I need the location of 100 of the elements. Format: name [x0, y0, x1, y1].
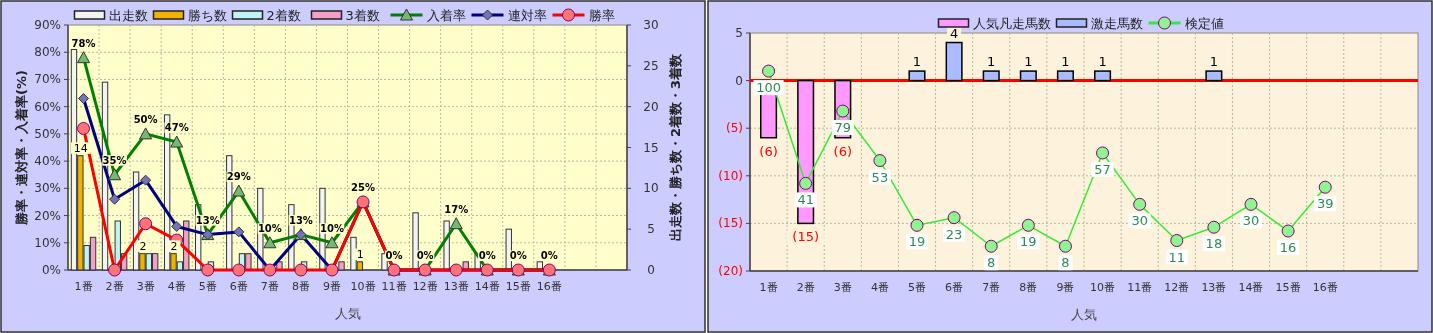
data-label: 100 — [756, 80, 781, 96]
data-label: 18 — [1205, 236, 1223, 252]
x-tick-label: 4番 — [870, 281, 889, 294]
y-tick-label: (10) — [718, 168, 743, 183]
y-tick-label: 90% — [34, 18, 61, 32]
x-tick-label: 9番 — [1056, 281, 1075, 294]
x-tick-label: 7番 — [260, 280, 279, 293]
y-tick-label: 60% — [34, 99, 61, 114]
legend-label: 3着数 — [345, 8, 380, 23]
x-tick-label: 14番 — [474, 280, 500, 293]
x-tick-label: 4番 — [167, 280, 186, 293]
legend-label: 連対率 — [507, 8, 547, 23]
x-tick-label: 8番 — [291, 280, 310, 293]
y-tick-label: (20) — [718, 264, 743, 278]
data-label: 1 — [1024, 54, 1033, 70]
y2-axis-title: 出走数・勝ち数・2着数・3着数 — [668, 52, 683, 242]
data-label: 79 — [834, 120, 852, 136]
data-label: 47% — [164, 122, 189, 134]
x-tick-label: 2番 — [796, 281, 815, 294]
legend-label: 勝ち数 — [187, 8, 227, 23]
x-tick-label: 2番 — [105, 280, 124, 293]
x-tick-label: 10番 — [1090, 281, 1116, 294]
x-tick-label: 5番 — [198, 280, 217, 293]
y-tick-label: 5 — [735, 26, 743, 40]
legend-label: 勝率 — [588, 8, 615, 23]
legend-label: 出走数 — [108, 8, 148, 23]
legend-label: 2着数 — [266, 8, 301, 23]
legend-label: 入着率 — [426, 8, 466, 23]
data-label: 2 — [170, 239, 178, 253]
data-label: 0% — [385, 250, 403, 261]
data-label: 29% — [226, 171, 251, 183]
x-tick-label: 15番 — [505, 280, 531, 293]
data-label: 53 — [871, 169, 889, 185]
y-tick-label: 20% — [34, 208, 61, 223]
data-label: 14 — [73, 141, 88, 155]
x-tick-label: 13番 — [443, 280, 469, 293]
y-tick-label: 50% — [34, 126, 61, 141]
data-label: 1 — [1209, 54, 1219, 70]
data-label: 2 — [139, 239, 147, 253]
data-label: 41 — [797, 192, 814, 208]
x-tick-label: 6番 — [229, 280, 248, 293]
x-tick-label: 16番 — [1312, 281, 1338, 294]
y-tick-label: 0 — [735, 73, 743, 88]
legend-label: 検定値 — [1184, 16, 1224, 31]
x-tick-label: 5番 — [908, 281, 926, 294]
data-label: 1 — [356, 247, 364, 261]
x-tick-label: 3番 — [833, 281, 852, 294]
x-tick-label: 16番 — [536, 280, 562, 293]
x-tick-label: 15番 — [1275, 281, 1301, 294]
data-label: 39 — [1316, 196, 1334, 212]
y-tick-label: 70% — [34, 72, 61, 87]
y2-tick-label: 5 — [647, 222, 655, 237]
legend-label: 人気凡走馬数 — [972, 16, 1051, 31]
x-tick-label: 1番 — [759, 281, 778, 294]
data-label: 16 — [1279, 240, 1297, 256]
data-label: 17% — [444, 203, 469, 215]
y-tick-label: 80% — [34, 45, 61, 60]
y2-tick-label: 0 — [647, 263, 655, 277]
data-label: 57 — [1094, 161, 1111, 177]
data-label: 10% — [320, 222, 344, 234]
y2-tick-label: 25 — [643, 58, 659, 73]
y2-tick-label: 10 — [643, 181, 659, 196]
x-tick-label: 12番 — [412, 280, 438, 293]
x-tick-label: 11番 — [381, 280, 407, 293]
x-tick-label: 13番 — [1201, 281, 1227, 294]
y-axis-title: 勝率・連対率・入着率(%) — [14, 70, 29, 226]
y2-tick-label: 15 — [643, 140, 659, 155]
y2-tick-label: 30 — [643, 18, 659, 32]
data-label: (6) — [833, 143, 852, 159]
y2-tick-label: 20 — [643, 99, 659, 114]
data-label: 23 — [945, 226, 963, 242]
data-label: 19 — [1020, 234, 1037, 250]
data-label: 30 — [1131, 213, 1148, 229]
data-label: 35% — [102, 154, 127, 166]
x-tick-label: 10番 — [350, 280, 376, 293]
data-label: 0% — [478, 250, 496, 261]
data-label: 30 — [1242, 213, 1260, 229]
y-tick-label: (15) — [718, 216, 743, 231]
data-label: 1 — [1061, 54, 1070, 70]
data-label: 1 — [1098, 54, 1107, 70]
x-tick-label: 1番 — [74, 280, 93, 293]
legend-label: 激走馬数 — [1090, 16, 1143, 31]
y-tick-label: 10% — [34, 235, 61, 250]
x-axis-title: 人気 — [334, 306, 361, 321]
x-tick-label: 8番 — [1019, 281, 1038, 294]
y-tick-label: 30% — [34, 181, 61, 196]
data-label: 11 — [1168, 249, 1186, 265]
x-tick-label: 6番 — [945, 281, 964, 294]
data-label: 19 — [908, 234, 926, 250]
data-label: 0% — [540, 250, 558, 261]
x-tick-label: 11番 — [1127, 281, 1153, 294]
data-label: 78% — [71, 37, 96, 49]
x-tick-label: 7番 — [982, 281, 1001, 294]
data-label: 13% — [288, 214, 313, 226]
x-tick-label: 12番 — [1164, 281, 1190, 294]
x-tick-label: 3番 — [136, 280, 155, 293]
data-label: 8 — [987, 255, 996, 271]
data-label: 25% — [351, 181, 375, 193]
data-label: (15) — [792, 229, 820, 245]
x-tick-label: 9番 — [322, 280, 341, 293]
